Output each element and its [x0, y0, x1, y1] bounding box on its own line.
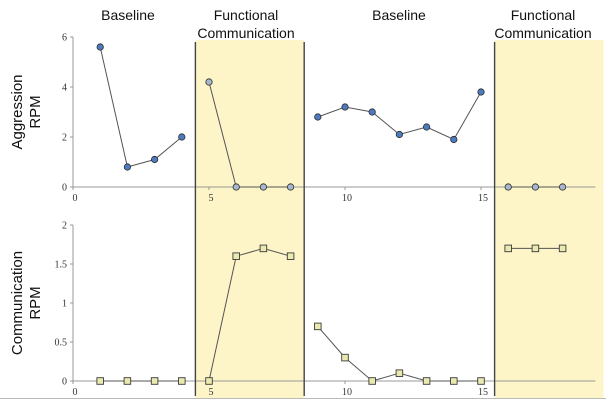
x-tick-label-1-2: 10	[342, 387, 352, 398]
x-tick-label-1-1: 5	[209, 387, 214, 398]
phase-label-1-line-1: Communication	[197, 25, 294, 41]
y-axis-title-0: Aggression RPM	[9, 74, 44, 149]
data-point-0-3-2	[558, 183, 567, 191]
y-axis-title-0-line-1: RPM	[27, 95, 44, 128]
data-point-0-1-0	[205, 78, 213, 86]
data-point-0-2-1	[341, 103, 349, 111]
data-point-1-3-1	[531, 244, 540, 253]
data-point-0-2-2	[368, 108, 376, 116]
y-tick-label-1-4: 2	[62, 221, 67, 232]
data-point-1-2-1	[341, 353, 349, 362]
data-point-1-1-1	[232, 252, 240, 260]
phase-label-2-line-0: Baseline	[372, 7, 426, 23]
data-point-0-3-1	[531, 183, 540, 191]
x-tick-label-0-3: 15	[478, 193, 488, 204]
y-axis-title-0-line-0: Aggression	[9, 74, 26, 149]
data-point-0-2-5	[450, 135, 458, 144]
phase-label-3-line-1: Communication	[494, 25, 591, 41]
y-tick-label-1-0: 0	[62, 377, 67, 388]
data-point-0-3-0	[504, 183, 512, 191]
x-tick-label-0-1: 5	[209, 193, 214, 204]
data-point-1-2-2	[368, 377, 376, 385]
x-tick-label-0-0: 0	[73, 193, 78, 204]
data-point-0-2-4	[422, 123, 431, 131]
y-tick-label-0-2: 4	[62, 83, 67, 94]
y-tick-label-0-0: 0	[62, 183, 67, 194]
phase-label-0-line-0: Baseline	[101, 7, 155, 23]
data-point-0-2-0	[314, 113, 322, 121]
data-point-1-2-5	[450, 377, 458, 385]
x-tick-label-1-0: 0	[73, 387, 78, 398]
y-axis-title-1-line-0: Communication	[9, 251, 26, 355]
data-point-1-2-3	[395, 369, 404, 377]
data-point-1-1-2	[259, 244, 268, 253]
panel-0: 0 2 4 6 0 5 10 15 Aggression RPM	[9, 33, 596, 204]
data-point-1-2-4	[422, 377, 431, 385]
panel-1: 0 0.5 1 1.5 2 0 5 10 15 Communication RPM	[9, 221, 596, 398]
data-point-1-2-6	[477, 377, 485, 385]
y-tick-label-1-2: 1	[62, 299, 67, 310]
phase-label-1-line-0: Functional	[214, 7, 279, 23]
data-point-1-1-0	[205, 377, 213, 385]
data-point-1-3-2	[558, 244, 567, 253]
y-tick-label-1-3: 1.5	[55, 260, 68, 271]
phase-label-3-line-0: Functional	[511, 7, 576, 23]
data-point-1-2-0	[314, 322, 322, 331]
series-line-1-1	[208, 247, 291, 382]
data-point-1-0-2	[150, 377, 159, 385]
data-point-1-1-3	[286, 252, 295, 260]
data-point-0-1-3	[286, 183, 295, 191]
data-point-1-3-0	[504, 244, 512, 253]
data-point-0-0-2	[151, 155, 159, 164]
y-axis-title-1: Communication RPM	[9, 251, 44, 355]
data-point-1-0-3	[178, 377, 186, 385]
y-axis-title-1-line-1: RPM	[27, 286, 44, 319]
y-tick-label-0-3: 6	[62, 33, 67, 44]
y-tick-label-1-1: 0.5	[55, 338, 68, 349]
data-point-0-0-1	[123, 163, 132, 171]
data-point-0-0-0	[96, 43, 104, 51]
series-line-0-1	[208, 81, 291, 188]
data-point-0-1-2	[259, 183, 267, 191]
data-point-0-2-3	[395, 130, 403, 139]
data-point-0-1-1	[232, 183, 240, 191]
data-point-1-0-0	[96, 377, 104, 385]
x-tick-label-1-3: 15	[478, 387, 488, 398]
x-tick-label-0-2: 10	[342, 193, 352, 204]
data-point-0-0-3	[178, 133, 186, 141]
series-line-0-0	[99, 46, 183, 168]
y-tick-label-0-1: 2	[62, 133, 67, 144]
phase-shading-3	[494, 40, 604, 398]
data-point-1-0-1	[123, 377, 132, 385]
data-point-0-2-6	[477, 88, 485, 96]
